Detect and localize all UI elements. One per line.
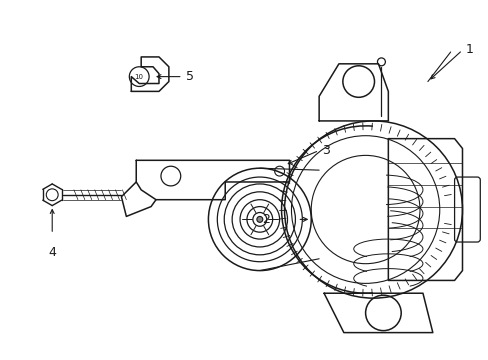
Text: 2: 2 <box>261 213 269 226</box>
Text: 1: 1 <box>465 42 472 55</box>
Circle shape <box>256 216 262 222</box>
Text: 10: 10 <box>134 74 143 80</box>
Text: 4: 4 <box>48 246 56 259</box>
Text: 3: 3 <box>322 144 329 157</box>
Text: 5: 5 <box>185 70 193 83</box>
